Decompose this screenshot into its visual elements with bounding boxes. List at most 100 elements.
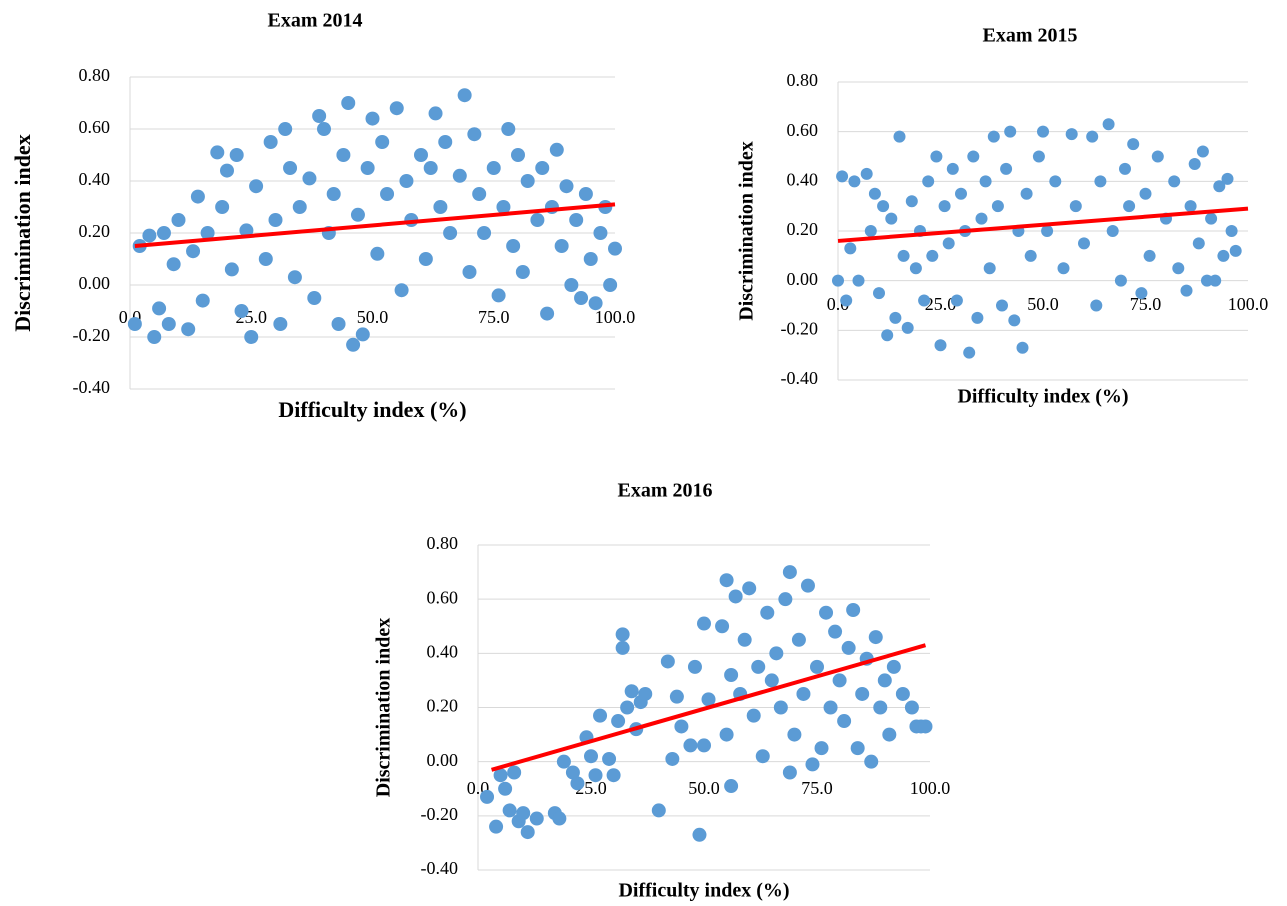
x-tick-label: 25.0 — [925, 294, 957, 314]
point — [365, 111, 380, 126]
y-tick-label: -0.20 — [781, 318, 819, 338]
y-tick-label: 0.00 — [787, 269, 819, 289]
point — [893, 130, 906, 143]
y-tick-label: 0.00 — [427, 750, 459, 770]
point — [674, 719, 689, 734]
point — [210, 145, 225, 160]
x-tick-label: 50.0 — [688, 778, 720, 798]
point — [502, 803, 517, 818]
y-tick-label: 0.00 — [79, 273, 111, 293]
point — [529, 811, 544, 826]
point — [737, 632, 752, 647]
point — [773, 700, 788, 715]
point — [360, 161, 375, 175]
y-axis-label: Discrimination index — [736, 141, 758, 320]
point — [190, 189, 205, 204]
trendline — [491, 643, 927, 772]
point — [292, 200, 307, 214]
point — [1016, 341, 1029, 354]
point — [496, 200, 511, 214]
chart-title: Exam 2015 — [983, 25, 1078, 47]
point — [414, 148, 428, 162]
point — [418, 252, 433, 266]
point — [897, 249, 910, 262]
point — [836, 170, 849, 183]
point — [905, 195, 918, 208]
point — [873, 287, 885, 300]
point — [200, 226, 215, 240]
x-tick-label: 75.0 — [1130, 294, 1162, 314]
point — [895, 686, 910, 701]
point — [452, 168, 467, 183]
point — [224, 262, 239, 277]
point — [868, 187, 881, 200]
x-axis-label: Difficulty index (%) — [618, 880, 789, 902]
y-tick-label: -0.40 — [73, 377, 111, 397]
point — [1172, 262, 1185, 275]
point — [955, 187, 967, 200]
point — [215, 200, 230, 214]
point — [1057, 262, 1070, 275]
point — [1106, 225, 1119, 237]
point — [669, 689, 684, 704]
point — [1168, 175, 1181, 188]
point — [975, 212, 988, 225]
point — [868, 630, 883, 645]
point — [1024, 249, 1037, 262]
point — [355, 327, 370, 342]
point — [239, 223, 254, 238]
point — [331, 317, 346, 331]
point — [840, 294, 853, 307]
point — [370, 246, 385, 261]
y-axis-label: Discrimination index — [10, 134, 35, 331]
y-tick-label: 0.80 — [79, 65, 111, 85]
point — [760, 605, 775, 620]
point — [535, 161, 550, 175]
point — [389, 101, 404, 116]
point — [273, 317, 288, 331]
y-tick-label: 0.40 — [79, 169, 111, 189]
point — [1123, 200, 1136, 213]
point — [832, 274, 844, 287]
point — [249, 179, 264, 194]
point — [498, 781, 513, 796]
point — [719, 727, 734, 742]
point — [287, 270, 302, 285]
x-tick-label: 75.0 — [801, 778, 833, 798]
point — [791, 632, 806, 647]
point — [1020, 187, 1033, 200]
point — [302, 171, 317, 186]
point — [341, 96, 356, 110]
point — [593, 226, 608, 240]
chart-title: Exam 2014 — [268, 10, 363, 32]
point — [1037, 125, 1049, 138]
point — [1217, 249, 1230, 262]
point — [554, 239, 569, 253]
point — [565, 765, 580, 780]
point — [877, 673, 892, 688]
point — [751, 659, 766, 674]
x-tick-label: 75.0 — [478, 307, 510, 327]
point — [540, 306, 555, 321]
point — [574, 291, 589, 305]
point — [556, 754, 571, 769]
point — [307, 291, 322, 305]
point — [660, 654, 675, 669]
point — [901, 321, 914, 334]
trendline — [837, 206, 1249, 243]
point — [1069, 200, 1082, 213]
point — [778, 592, 793, 607]
point — [687, 659, 702, 674]
point — [938, 200, 951, 213]
point — [946, 162, 959, 175]
y-tick-label: -0.40 — [781, 368, 819, 388]
point — [394, 283, 409, 298]
point — [651, 803, 666, 818]
point — [1086, 130, 1099, 143]
point — [950, 294, 963, 307]
point — [1188, 157, 1201, 170]
point — [746, 708, 761, 723]
point — [375, 135, 390, 149]
chart-title: Exam 2016 — [618, 480, 713, 502]
point — [860, 167, 873, 180]
